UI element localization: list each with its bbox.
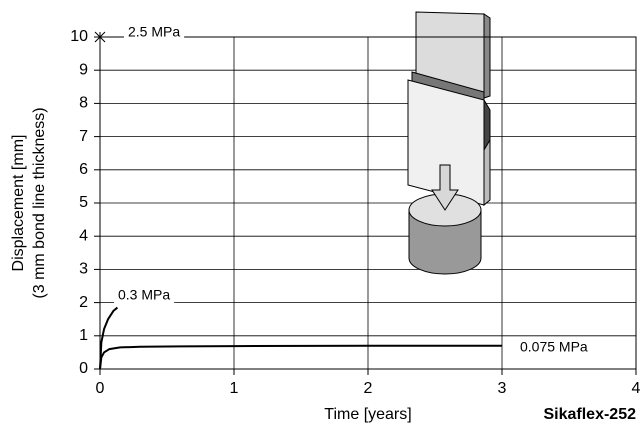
series-label: 0.3 MPa	[118, 286, 170, 302]
product-name: Sikaflex-252	[543, 406, 636, 423]
label-background	[124, 23, 185, 43]
y-tick-label: 3	[79, 261, 88, 278]
x-tick-label: 2	[364, 380, 373, 397]
y-tick-label: 2	[79, 294, 88, 311]
y-tick-label: 7	[79, 128, 88, 145]
y-axis-title: Displacement [mm]	[10, 135, 27, 272]
x-tick-label: 4	[632, 380, 640, 397]
y-tick-label: 8	[79, 95, 88, 112]
y-axis-title: (3 mm bond line thickness)	[31, 107, 48, 298]
plot-frame	[99, 36, 637, 370]
series-label: 0.075 MPa	[520, 338, 588, 354]
y-tick-label: 9	[79, 61, 88, 78]
x-tick-label: 0	[96, 380, 105, 397]
x-tick-label: 1	[230, 380, 239, 397]
y-tick-label: 10	[70, 28, 88, 45]
series-line	[99, 344, 502, 370]
series-marker	[94, 31, 106, 43]
label-background	[516, 337, 592, 358]
y-tick-label: 6	[79, 161, 88, 178]
y-tick-label: 5	[79, 194, 88, 211]
x-tick-label: 3	[498, 380, 507, 397]
y-tick-label: 1	[79, 327, 88, 344]
y-tick-label: 4	[79, 227, 88, 244]
x-axis-title: Time [years]	[324, 406, 411, 423]
series-line	[99, 306, 119, 370]
series-label: 2.5 MPa	[128, 24, 180, 40]
y-tick-label: 0	[79, 360, 88, 377]
illustration	[407, 11, 491, 275]
label-background	[114, 285, 175, 306]
